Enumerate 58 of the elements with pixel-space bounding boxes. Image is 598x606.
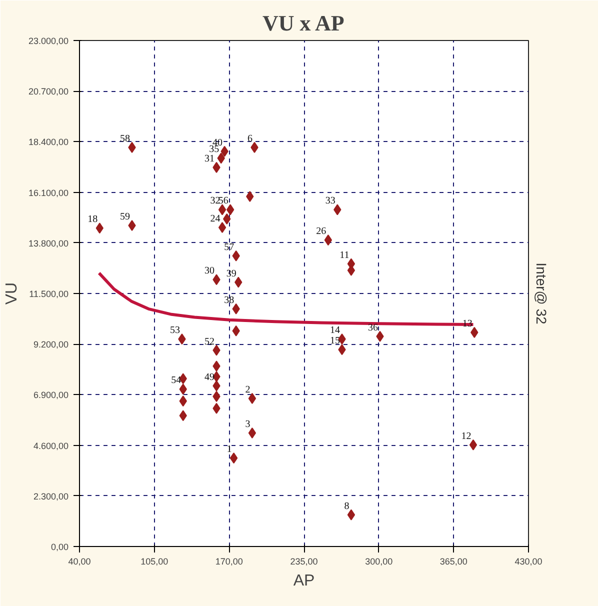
- chart-title: VU x AP: [262, 10, 344, 36]
- annotation: 58: [120, 133, 130, 144]
- y-tick-label: 9.200,00: [33, 340, 69, 350]
- point: [347, 509, 356, 520]
- point: [230, 452, 238, 464]
- point: [469, 439, 478, 450]
- y-tick-label: 18.400,00: [28, 137, 69, 148]
- annotation: 24: [210, 214, 220, 224]
- y-tick-label: 2.300,00: [33, 491, 69, 502]
- y-tick-label: 23.000,00: [28, 36, 69, 46]
- annotation: 3: [245, 418, 250, 430]
- point: [324, 234, 332, 246]
- annotation: 59: [120, 212, 130, 223]
- text: Inter@ 32: [534, 262, 550, 325]
- annotation: 39: [226, 268, 236, 280]
- annotation: 18: [88, 214, 98, 226]
- annotation: 30: [204, 266, 215, 277]
- annotation: 1: [226, 444, 232, 456]
- x-tick-label: 170,00: [215, 556, 243, 566]
- point: [226, 204, 234, 216]
- annotation: 53: [170, 325, 180, 336]
- annotation: 11: [340, 250, 350, 261]
- annotation: 57: [224, 242, 234, 253]
- annotation: 38: [224, 294, 234, 306]
- annotation: 52: [204, 336, 215, 348]
- x-tick-label: 40,00: [68, 556, 91, 566]
- annotation: 49: [204, 372, 215, 383]
- annotation: 33: [325, 196, 336, 207]
- y-tick-label: 20.700,00: [28, 86, 69, 97]
- y-tick-label: 13.800,00: [28, 238, 69, 248]
- point: [248, 392, 256, 404]
- y-axis-title: VU: [3, 282, 20, 305]
- point: [248, 427, 256, 438]
- annotation: 31: [204, 153, 215, 164]
- x-tick-label: 365,00: [440, 556, 468, 566]
- x-tick-label: 235,00: [290, 556, 318, 566]
- x-tick-label: 105,00: [140, 556, 168, 566]
- annotation: 2: [245, 384, 250, 396]
- annotation: 15: [330, 336, 340, 347]
- annotation: 36: [368, 322, 378, 334]
- annotation: 12: [461, 430, 472, 442]
- y-tick-label: 0,00: [50, 542, 69, 552]
- point: [218, 204, 226, 216]
- annotation: 56: [218, 196, 228, 207]
- y-tick-label: 6.900,00: [33, 390, 69, 400]
- x-tick-label: 300,00: [365, 556, 393, 566]
- x-axis-title: AP: [293, 572, 315, 590]
- annotation: 8: [344, 500, 350, 512]
- annotation: 14: [330, 325, 340, 336]
- point: [218, 222, 226, 233]
- x-tick-label: 430,00: [514, 556, 542, 566]
- y-tick-label: 16.100,00: [28, 188, 69, 198]
- annotation: 35: [209, 144, 220, 156]
- y-tick-label: 11.500,00: [29, 289, 69, 299]
- y-tick-label: 4.600,00: [33, 440, 69, 451]
- annotation: 54: [171, 375, 182, 386]
- annotation: 26: [316, 226, 326, 238]
- annotation: 32: [210, 196, 220, 207]
